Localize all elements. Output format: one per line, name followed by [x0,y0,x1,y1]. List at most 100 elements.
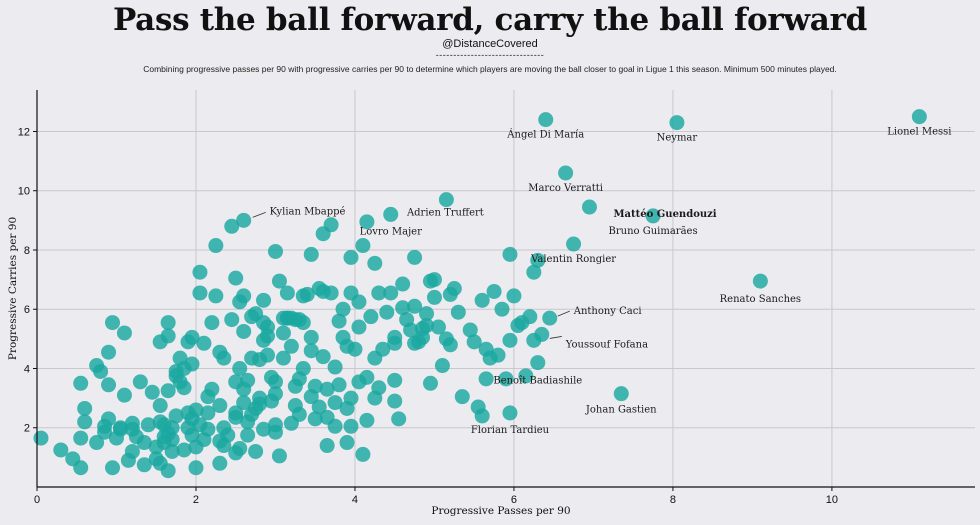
data-point [116,387,132,403]
data-point-labeled [542,310,558,326]
data-point [160,383,176,399]
x-tick-label: 2 [193,494,199,506]
data-point-labeled [558,165,574,181]
data-point [248,443,264,459]
data-point [267,243,283,259]
data-point [232,440,248,456]
data-point [506,288,522,304]
data-point [228,405,244,421]
data-point [371,380,387,396]
x-tick-label: 4 [352,494,358,506]
data-point [267,386,283,402]
data-point [454,389,470,405]
data-point [311,281,327,296]
data-point [339,435,355,451]
data-point [359,214,375,230]
data-point [303,329,319,345]
y-tick-label: 8 [24,245,30,257]
data-point [77,414,93,430]
data-point [478,371,494,387]
y-tick-label: 10 [18,186,30,198]
data-point [140,417,156,433]
data-point [236,395,252,411]
data-point [375,341,391,357]
data-point [208,288,224,304]
data-point [176,380,192,396]
data-point [351,319,367,335]
data-point [295,288,311,304]
data-point [73,375,89,391]
data-point [490,347,506,363]
data-point [331,313,347,329]
data-point [498,371,514,387]
data-point [77,400,93,416]
data-point [502,246,518,262]
data-point [256,421,272,437]
point-label: Renato Sanches [720,294,801,305]
data-point [323,285,339,301]
data-point [232,360,248,376]
data-point [144,384,160,400]
data-point-labeled [613,386,629,402]
axes: 0 2 4 6 8 10 2 4 6 8 10 12 [18,90,975,506]
point-label: Adrien Truffert [406,208,484,219]
data-point [200,405,216,421]
data-point [168,368,184,384]
data-point [275,325,291,341]
data-point [303,246,319,262]
point-label: Valentin Rongier [530,254,616,265]
data-point [307,411,323,427]
data-point [192,285,208,301]
data-point [188,439,204,455]
data-point [160,328,176,344]
data-point-labeled [645,208,661,224]
data-point [267,424,283,440]
title-divider: ------------------------------- [435,50,545,60]
data-point [164,420,180,436]
data-point [116,325,132,341]
data-point-labeled [911,109,927,125]
data-point [212,455,228,471]
data-point [240,427,256,443]
data-point [176,442,192,458]
data-point [303,343,319,359]
data-point [73,460,89,476]
data-point [494,301,510,317]
data-point [295,360,311,376]
data-point [204,315,220,331]
point-label: Neymar [657,133,698,144]
data-point [200,421,216,437]
data-point [184,356,200,372]
data-point [486,283,502,299]
data-point [367,255,383,271]
data-point [307,378,323,394]
data-point [383,285,399,301]
x-tick-label: 6 [511,494,517,506]
data-point [319,381,335,397]
data-point [478,341,494,357]
data-point [462,322,478,338]
data-point [196,335,212,351]
data-point [236,323,252,339]
point-label: Lionel Messi [887,127,951,138]
chart-title: Pass the ball forward, carry the ball fo… [113,2,867,38]
data-point [112,421,128,437]
data-point [101,377,117,393]
data-point-labeled [581,199,597,215]
label-leader-line [252,211,266,218]
data-point [291,406,307,422]
data-point [335,329,351,345]
data-point-labeled [236,212,252,228]
data-point [363,309,379,325]
data-point [232,294,248,310]
data-point-labeled [383,206,399,222]
data-point [240,372,256,388]
y-tick-label: 6 [24,304,30,316]
point-label: Johan Gastien [585,405,657,416]
data-point [359,412,375,428]
data-point [422,273,438,289]
data-point [474,292,490,308]
data-point [152,398,168,414]
data-point [442,337,458,353]
